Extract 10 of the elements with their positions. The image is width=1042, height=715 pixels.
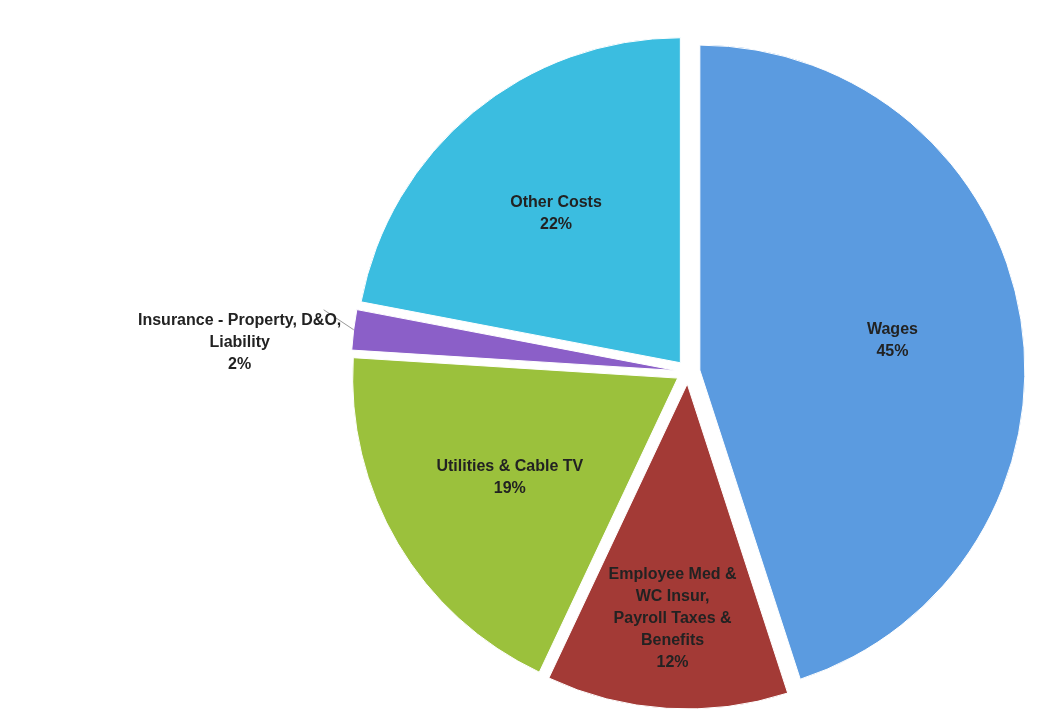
slice-label: Insurance - Property, D&O, Liability	[138, 310, 342, 350]
slice-label: Employee Med & WC Insur, Payroll Taxes & Benefits	[608, 564, 738, 648]
data-label: 2%	[228, 354, 252, 372]
data-label: 45%	[876, 341, 909, 359]
data-label: 19%	[493, 479, 526, 497]
data-label: 22%	[540, 214, 573, 232]
slice-label: Other Costs	[510, 192, 602, 210]
slice-label: Utilities & Cable TV	[436, 457, 584, 475]
slice-label: Wages	[866, 319, 919, 337]
data-label: 12%	[656, 652, 689, 670]
